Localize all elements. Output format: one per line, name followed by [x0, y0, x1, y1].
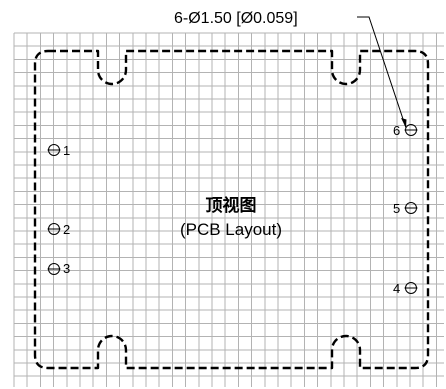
pin-3: 3 — [47, 261, 70, 276]
pin-label: 2 — [63, 222, 70, 237]
pin-label: 6 — [393, 123, 400, 138]
pin-6: 6 — [393, 123, 418, 138]
title-english: (PCB Layout) — [180, 220, 282, 239]
grid — [13, 32, 444, 387]
title-chinese: 顶视图 — [206, 195, 257, 216]
pin-1: 1 — [47, 143, 70, 158]
leader-arrowhead — [401, 118, 407, 128]
pin-4: 4 — [393, 281, 418, 296]
dimension-label: 6-Ø1.50 [Ø0.059] — [174, 10, 298, 27]
board-outline — [33, 49, 430, 370]
pin-2: 2 — [47, 222, 70, 237]
pin-label: 4 — [393, 281, 400, 296]
pin-label: 1 — [63, 143, 70, 158]
pin-5: 5 — [393, 201, 418, 216]
pin-label: 5 — [393, 201, 400, 216]
dimension-leader — [357, 16, 407, 129]
pin-label: 3 — [63, 261, 70, 276]
